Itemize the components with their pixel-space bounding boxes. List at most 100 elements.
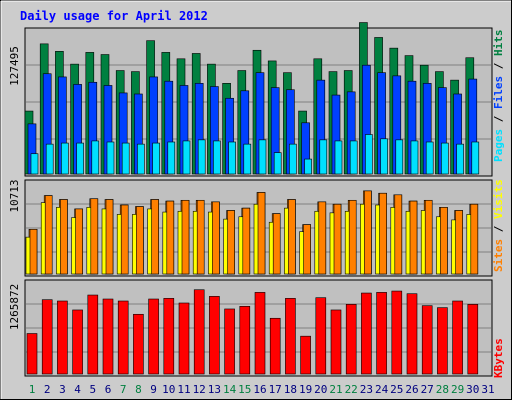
sites-bar-front	[318, 201, 327, 275]
hits-ymax-label: 127495	[8, 46, 21, 86]
x-tick-label: 12	[193, 383, 206, 396]
pages-bar	[456, 143, 464, 175]
x-tick-label: 23	[360, 383, 373, 396]
x-tick-label: 22	[345, 383, 358, 396]
x-tick-label: 2	[44, 383, 51, 396]
x-tick-label: 19	[299, 383, 312, 396]
kbytes-bar	[133, 313, 144, 375]
legend-pages: Pages	[492, 129, 505, 162]
kbytes-bar	[178, 302, 190, 375]
x-tick-label: 17	[269, 383, 282, 396]
pages-bar	[273, 152, 282, 175]
pages-bar	[30, 153, 39, 175]
x-tick-label: 4	[74, 383, 81, 396]
chart-title: Daily usage for April 2012	[20, 9, 208, 23]
pages-bar	[289, 143, 297, 175]
kbytes-bar	[41, 299, 53, 375]
kbytes-bar	[193, 289, 205, 375]
kbytes-bar	[330, 309, 342, 375]
x-tick-label: 1	[29, 383, 36, 396]
sites-bar-front	[60, 199, 68, 275]
pages-bar	[334, 140, 343, 175]
pages-bar	[167, 141, 176, 175]
kbytes-bar	[269, 317, 281, 375]
x-tick-label: 7	[120, 383, 127, 396]
x-tick-label: 10	[162, 383, 175, 396]
sites-bar-front	[288, 199, 296, 275]
kbytes-bar	[57, 300, 68, 375]
kbytes-bar	[315, 297, 327, 375]
x-tick-label: 18	[284, 383, 297, 396]
kbytes-bar	[117, 300, 129, 375]
kbytes-bar	[209, 296, 220, 375]
kbytes-bar	[391, 290, 403, 375]
sites-bar-front	[90, 198, 99, 275]
kbytes-bar	[300, 335, 311, 375]
sites-bar-front	[227, 210, 235, 275]
sites-bar-front	[364, 190, 372, 275]
sites-bar-front	[303, 224, 311, 275]
sites-bar-front	[333, 203, 342, 275]
x-tick-label: 15	[238, 383, 251, 396]
kbytes-bar	[102, 298, 114, 375]
kbytes-bar	[87, 294, 99, 375]
kbytes-bar	[452, 300, 463, 375]
x-tick-label: 11	[177, 383, 190, 396]
kbytes-ymax-label: 1265872	[8, 284, 21, 330]
pages-bar	[304, 158, 312, 175]
pages-bar	[395, 139, 404, 175]
kbytes-bar	[376, 292, 387, 375]
legend-bot: KBytes	[492, 338, 505, 378]
pages-bar	[258, 139, 267, 175]
sites-bar-front	[166, 200, 175, 275]
x-tick-label: 29	[451, 383, 464, 396]
chart-bars	[24, 22, 491, 375]
sites-ymax-label: 10713	[8, 179, 21, 212]
pages-bar	[319, 139, 328, 175]
sites-bar-front	[196, 199, 205, 275]
x-tick-label: 31	[481, 383, 494, 396]
kbytes-bar	[406, 293, 418, 375]
sites-bar-front	[455, 210, 463, 275]
kbytes-bar	[26, 333, 38, 375]
sites-bar-front	[75, 208, 83, 275]
pages-bar	[61, 142, 69, 175]
x-tick-label: 13	[208, 383, 221, 396]
sites-bar-front	[136, 206, 144, 275]
legend-kbytes: KBytes	[492, 338, 505, 378]
sites-bar-front	[257, 192, 266, 275]
x-tick-label: 21	[329, 383, 342, 396]
x-tick-label: 3	[59, 383, 66, 396]
sites-bar-front	[212, 201, 220, 275]
legend-sites: Sites	[492, 239, 505, 272]
kbytes-bar	[72, 309, 83, 375]
pages-bar	[137, 143, 145, 175]
pages-bar	[441, 142, 449, 175]
legend-top: Pages / Files / Hits	[492, 30, 505, 163]
pages-bar	[243, 143, 252, 175]
x-tick-label: 5	[89, 383, 96, 396]
pages-bar	[471, 141, 480, 175]
sites-bar-front	[409, 200, 418, 275]
x-tick-label: 24	[375, 383, 389, 396]
kbytes-bar	[467, 304, 479, 375]
pages-bar	[410, 140, 419, 175]
sites-bar-front	[272, 213, 281, 275]
sites-bar-front	[44, 195, 53, 275]
x-tick-label: 20	[314, 383, 327, 396]
sites-bar-front	[105, 199, 114, 275]
x-tick-label: 6	[105, 383, 112, 396]
sites-bar-front	[440, 207, 448, 275]
x-tick-label: 9	[150, 383, 157, 396]
sites-bar-front	[470, 203, 479, 275]
kbytes-bar	[239, 306, 251, 375]
pages-bar	[182, 140, 191, 175]
kbytes-bar	[148, 298, 159, 375]
pages-bar	[365, 134, 373, 175]
x-tick-label: 28	[436, 383, 449, 396]
x-tick-label: 16	[253, 383, 266, 396]
sites-bar-front	[120, 204, 129, 275]
pages-bar	[425, 141, 434, 175]
kbytes-bar	[421, 305, 433, 375]
